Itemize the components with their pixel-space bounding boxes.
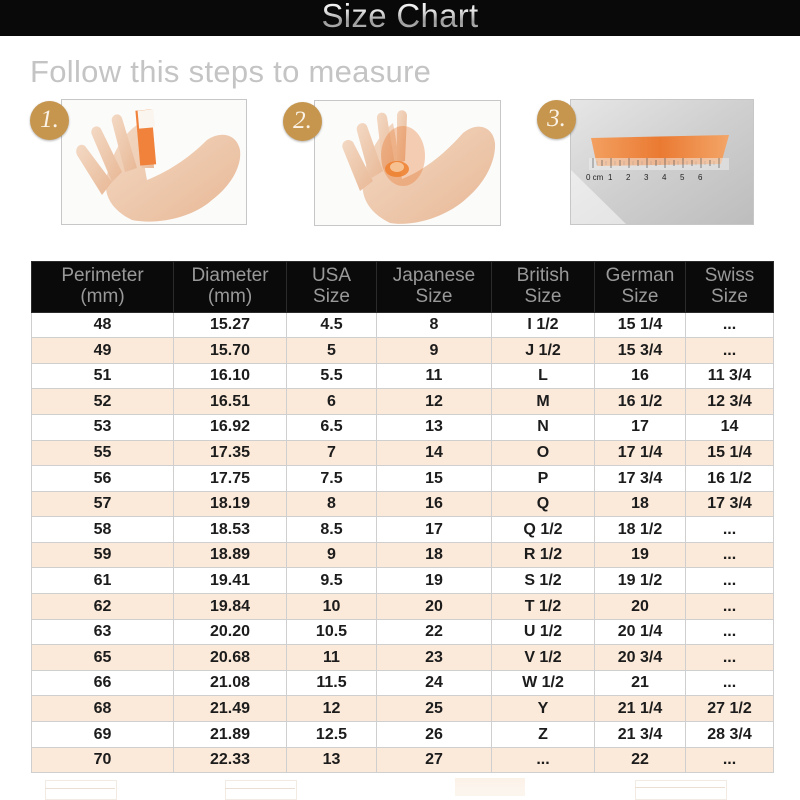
- svg-text:1: 1: [608, 173, 613, 182]
- svg-text:5: 5: [680, 173, 685, 182]
- svg-text:3: 3: [644, 173, 649, 182]
- svg-text:0 cm: 0 cm: [586, 173, 604, 182]
- svg-text:6: 6: [698, 173, 703, 182]
- svg-text:2: 2: [626, 173, 631, 182]
- svg-text:4: 4: [662, 173, 667, 182]
